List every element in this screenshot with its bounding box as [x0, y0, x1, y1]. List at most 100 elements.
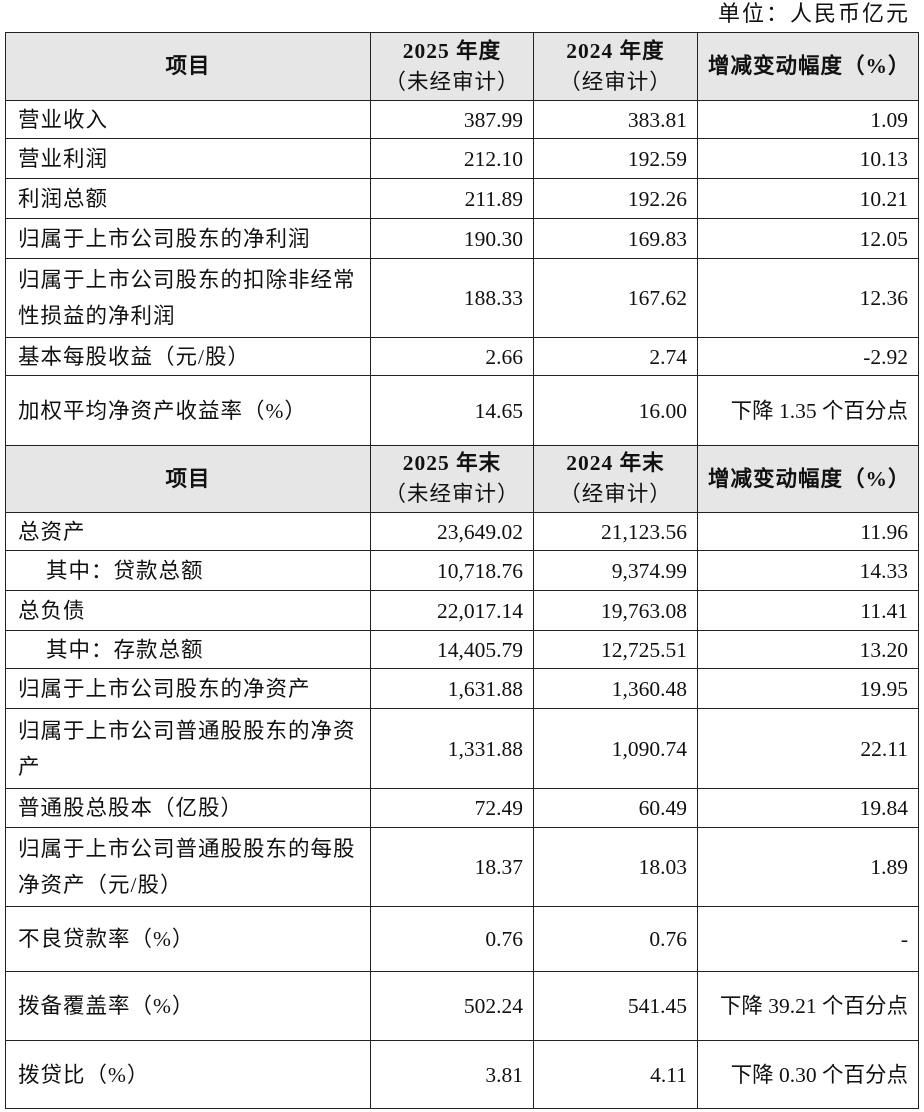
value-2025: 2.66 — [370, 337, 534, 376]
change-value: 下降 39.21 个百分点 — [697, 971, 919, 1041]
change-value: 10.13 — [697, 138, 919, 179]
value-2024: 192.59 — [533, 138, 698, 179]
value-2025: 387.99 — [370, 100, 534, 139]
value-2025: 10,718.76 — [370, 550, 534, 591]
change-value: 下降 0.30 个百分点 — [697, 1040, 919, 1109]
header-item: 项目 — [5, 32, 371, 101]
header-year: 2025 年度 — [402, 38, 502, 63]
change-value: 11.96 — [697, 512, 919, 551]
header-item: 项目 — [5, 445, 371, 513]
value-2025: 212.10 — [370, 138, 534, 179]
table-row: 其中：贷款总额 10,718.76 9,374.99 14.33 — [5, 550, 919, 591]
value-2025: 188.33 — [370, 258, 534, 338]
change-value: 10.21 — [697, 178, 919, 219]
row-label: 拨贷比（%） — [5, 1040, 371, 1109]
change-value: - — [697, 906, 919, 972]
row-label: 普通股总股本（亿股） — [5, 788, 371, 828]
table-row: 归属于上市公司股东的净资产 1,631.88 1,360.48 19.95 — [5, 668, 919, 709]
change-value: 19.95 — [697, 668, 919, 709]
value-2025: 190.30 — [370, 218, 534, 259]
table-row: 基本每股收益（元/股） 2.66 2.74 -2.92 — [5, 337, 919, 376]
header-col1: 2025 年度 （未经审计） — [370, 32, 534, 101]
table-row: 总负债 22,017.14 19,763.08 11.41 — [5, 590, 919, 631]
value-2024: 2.74 — [533, 337, 698, 376]
value-2025: 3.81 — [370, 1040, 534, 1109]
header-col2: 2024 年度 （经审计） — [533, 32, 698, 101]
row-label: 拨备覆盖率（%） — [5, 971, 371, 1041]
change-value: 11.41 — [697, 590, 919, 631]
table-row: 营业利润 212.10 192.59 10.13 — [5, 138, 919, 179]
change-value: -2.92 — [697, 337, 919, 376]
row-label: 营业收入 — [5, 100, 371, 139]
row-label: 营业利润 — [5, 138, 371, 179]
header-audit-status: （未经审计） — [384, 482, 520, 506]
value-2025: 18.37 — [370, 827, 534, 907]
row-label: 其中：贷款总额 — [5, 550, 371, 591]
row-label: 归属于上市公司股东的扣除非经常性损益的净利润 — [5, 258, 371, 338]
header-year: 2025 年末 — [402, 451, 502, 475]
value-2024: 192.26 — [533, 178, 698, 219]
change-value: 下降 1.35 个百分点 — [697, 375, 919, 446]
header-change: 增减变动幅度（%） — [697, 445, 919, 513]
table-row: 归属于上市公司普通股股东的每股净资产（元/股） 18.37 18.03 1.89 — [5, 827, 919, 907]
value-2024: 169.83 — [533, 218, 698, 259]
table-row: 归属于上市公司普通股股东的净资产 1,331.88 1,090.74 22.11 — [5, 708, 919, 789]
header-year: 2024 年末 — [566, 451, 665, 475]
value-2025: 14,405.79 — [370, 630, 534, 669]
row-label: 基本每股收益（元/股） — [5, 337, 371, 376]
change-value: 13.20 — [697, 630, 919, 669]
value-2025: 14.65 — [370, 375, 534, 446]
row-label: 总负债 — [5, 590, 371, 631]
value-2024: 541.45 — [533, 971, 698, 1041]
value-2025: 502.24 — [370, 971, 534, 1041]
row-label: 其中：存款总额 — [5, 630, 371, 669]
row-label: 利润总额 — [5, 178, 371, 219]
value-2025: 0.76 — [370, 906, 534, 972]
header-audit-status: （未经审计） — [384, 69, 520, 94]
table-header-row: 项目 2025 年度 （未经审计） 2024 年度 （经审计） 增减变动幅度（%） — [5, 32, 919, 101]
change-value: 12.36 — [697, 258, 919, 338]
financial-summary-table: 项目 2025 年度 （未经审计） 2024 年度 （经审计） 增减变动幅度（%） 营业收入… — [5, 32, 919, 1109]
header-audit-status: （经审计） — [559, 69, 672, 94]
value-2024: 9,374.99 — [533, 550, 698, 591]
change-value: 14.33 — [697, 550, 919, 591]
value-2025: 1,331.88 — [370, 708, 534, 789]
value-2024: 60.49 — [533, 788, 698, 828]
row-label: 加权平均净资产收益率（%） — [5, 375, 371, 446]
value-2025: 1,631.88 — [370, 668, 534, 709]
value-2024: 1,360.48 — [533, 668, 698, 709]
row-label: 归属于上市公司股东的净利润 — [5, 218, 371, 259]
value-2024: 1,090.74 — [533, 708, 698, 789]
table-row: 利润总额 211.89 192.26 10.21 — [5, 178, 919, 219]
header-change: 增减变动幅度（%） — [697, 32, 919, 101]
table-row: 不良贷款率（%） 0.76 0.76- — [5, 906, 919, 972]
header-year: 2024 年度 — [566, 38, 665, 63]
value-2024: 0.76 — [533, 906, 698, 972]
row-label: 归属于上市公司普通股股东的净资产 — [5, 708, 371, 789]
value-2024: 16.00 — [533, 375, 698, 446]
table-row: 归属于上市公司股东的扣除非经常性损益的净利润 188.33 167.62 12.36 — [5, 258, 919, 338]
table-row: 普通股总股本（亿股） 72.49 60.49 19.84 — [5, 788, 919, 828]
row-label: 不良贷款率（%） — [5, 906, 371, 972]
table-row: 拨备覆盖率（%） 502.24 541.45 下降 39.21 个百分点 — [5, 971, 919, 1041]
row-label: 归属于上市公司普通股股东的每股净资产（元/股） — [5, 827, 371, 907]
value-2024: 4.11 — [533, 1040, 698, 1109]
change-value: 1.09 — [697, 100, 919, 139]
change-value: 12.05 — [697, 218, 919, 259]
header-col2: 2024 年末 （经审计） — [533, 445, 698, 513]
value-2025: 72.49 — [370, 788, 534, 828]
value-2024: 12,725.51 — [533, 630, 698, 669]
value-2025: 23,649.02 — [370, 512, 534, 551]
row-label: 总资产 — [5, 512, 371, 551]
change-value: 19.84 — [697, 788, 919, 828]
value-2024: 19,763.08 — [533, 590, 698, 631]
table-row: 总资产 23,649.02 21,123.56 11.96 — [5, 512, 919, 551]
table-row: 加权平均净资产收益率（%） 14.65 16.00 下降 1.35 个百分点 — [5, 375, 919, 446]
value-2024: 167.62 — [533, 258, 698, 338]
header-audit-status: （经审计） — [559, 482, 672, 506]
table-row: 营业收入 387.99 383.81 1.09 — [5, 100, 919, 139]
change-value: 1.89 — [697, 827, 919, 907]
header-col1: 2025 年末 （未经审计） — [370, 445, 534, 513]
value-2024: 383.81 — [533, 100, 698, 139]
value-2025: 211.89 — [370, 178, 534, 219]
